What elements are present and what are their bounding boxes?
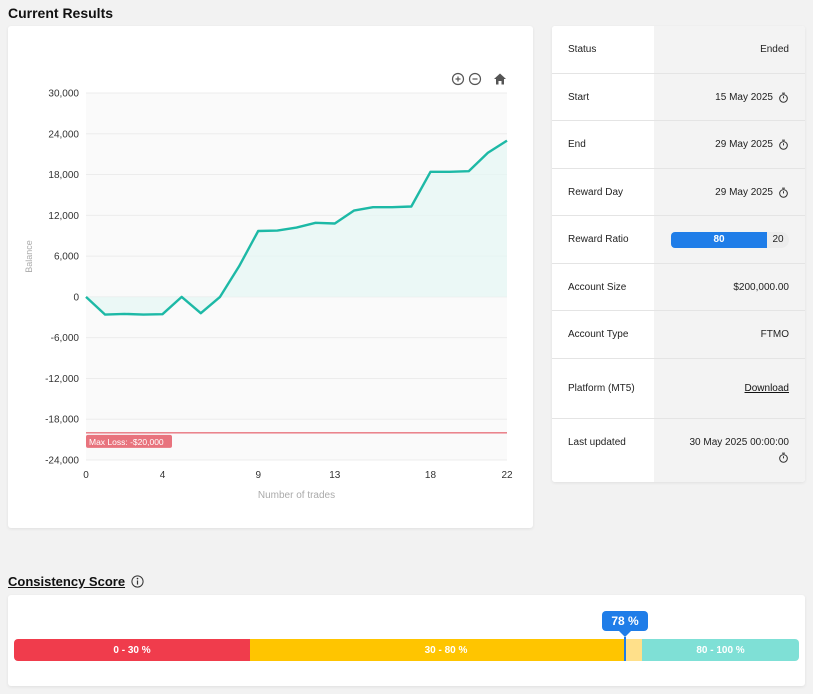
zoom-in-icon[interactable]	[451, 72, 465, 86]
status-row: Status Ended	[552, 26, 805, 74]
reward-ratio-firm: 20	[767, 231, 789, 248]
reward-day-row: Reward Day 29 May 2025	[552, 169, 805, 216]
segment-mid-tail	[626, 639, 642, 661]
stopwatch-icon	[779, 452, 788, 463]
account-size-label: Account Size	[552, 264, 654, 310]
x-tick-label: 13	[329, 470, 341, 481]
segment-low: 0 - 30 %	[14, 639, 250, 661]
x-tick-label: 9	[255, 470, 261, 481]
platform-label: Platform (MT5)	[552, 359, 654, 418]
balance-line	[85, 139, 508, 316]
platform-row: Platform (MT5) Download	[552, 359, 805, 419]
download-link[interactable]: Download	[744, 383, 789, 394]
max-loss-badge	[86, 434, 172, 448]
segment-mid-label: 30 - 80 %	[424, 644, 468, 656]
stopwatch-icon	[779, 187, 788, 198]
consistency-score-card: 78 % 0 - 30 % 30 - 80 % 80 - 100 %	[8, 595, 805, 686]
last-updated-label: Last updated	[552, 419, 654, 482]
start-value: 15 May 2025	[715, 91, 773, 103]
segment-mid: 30 - 80 %	[250, 639, 642, 661]
info-icon[interactable]	[131, 575, 144, 588]
home-reset-icon[interactable]	[493, 72, 507, 86]
stats-table: Status Ended Start 15 May 2025 End 29 Ma…	[552, 26, 805, 482]
consistency-bar: 0 - 30 % 30 - 80 % 80 - 100 %	[14, 639, 799, 661]
y-tick-label: -6,000	[51, 333, 80, 344]
end-value: 29 May 2025	[715, 139, 773, 150]
reward-ratio-row: Reward Ratio 80 20	[552, 216, 805, 264]
score-marker-line	[624, 637, 626, 661]
y-tick-label: -24,000	[45, 456, 79, 467]
account-size-value: $200,000.00	[733, 281, 789, 293]
x-tick-label: 22	[501, 470, 513, 481]
stopwatch-icon	[779, 139, 788, 150]
y-tick-label: 6,000	[54, 252, 79, 263]
x-tick-label: 18	[425, 470, 437, 481]
y-tick-label: 0	[73, 292, 79, 303]
end-label: End	[552, 121, 654, 168]
y-tick-label: -12,000	[45, 374, 79, 385]
score-marker-label: 78 %	[602, 611, 648, 631]
account-type-value: FTMO	[760, 329, 789, 340]
chart-toolbar	[451, 72, 507, 86]
segment-high: 80 - 100 %	[642, 639, 799, 661]
reward-ratio-label: Reward Ratio	[552, 216, 654, 263]
reward-day-label: Reward Day	[552, 169, 654, 215]
account-type-label: Account Type	[552, 311, 654, 358]
status-label: Status	[552, 26, 654, 73]
y-tick-label: 30,000	[48, 89, 79, 100]
balance-chart-card: 30,000 24,000 18,000 12,000 6,000 0 -6,000 -12,…	[8, 26, 533, 528]
y-tick-label: -18,000	[45, 415, 79, 426]
end-row: End 29 May 2025	[552, 121, 805, 169]
x-tick-label: 4	[160, 470, 166, 481]
start-row: Start 15 May 2025	[552, 74, 805, 121]
consistency-score-title[interactable]: Consistency Score	[8, 574, 144, 589]
y-tick-label: 12,000	[48, 211, 79, 222]
x-tick-label: 0	[83, 470, 89, 481]
page-title: Current Results	[8, 5, 114, 21]
status-value: Ended	[760, 44, 789, 55]
reward-day-value: 29 May 2025	[715, 186, 773, 198]
account-size-row: Account Size $200,000.00	[552, 264, 805, 311]
account-type-row: Account Type FTMO	[552, 311, 805, 359]
y-axis-label: Balance	[24, 240, 34, 273]
consistency-score-label: Consistency Score	[8, 574, 126, 589]
y-tick-label: 24,000	[48, 129, 79, 140]
start-label: Start	[552, 74, 654, 120]
score-marker-arrow	[619, 631, 631, 637]
last-updated-row: Last updated 30 May 2025 00:00:00	[552, 419, 805, 482]
balance-chart: 30,000 24,000 18,000 12,000 6,000 0 -6,000 -12,…	[24, 89, 513, 502]
last-updated-value: 30 May 2025 00:00:00	[689, 437, 789, 448]
zoom-out-icon[interactable]	[468, 72, 482, 86]
max-loss-label: Max Loss: -$20,000	[89, 437, 164, 447]
y-tick-label: 18,000	[48, 170, 79, 181]
reward-ratio-bar: 80 20	[671, 231, 789, 248]
reward-ratio-trader: 80	[671, 231, 767, 248]
stopwatch-icon	[779, 92, 788, 103]
x-axis-label: Number of trades	[258, 490, 335, 501]
